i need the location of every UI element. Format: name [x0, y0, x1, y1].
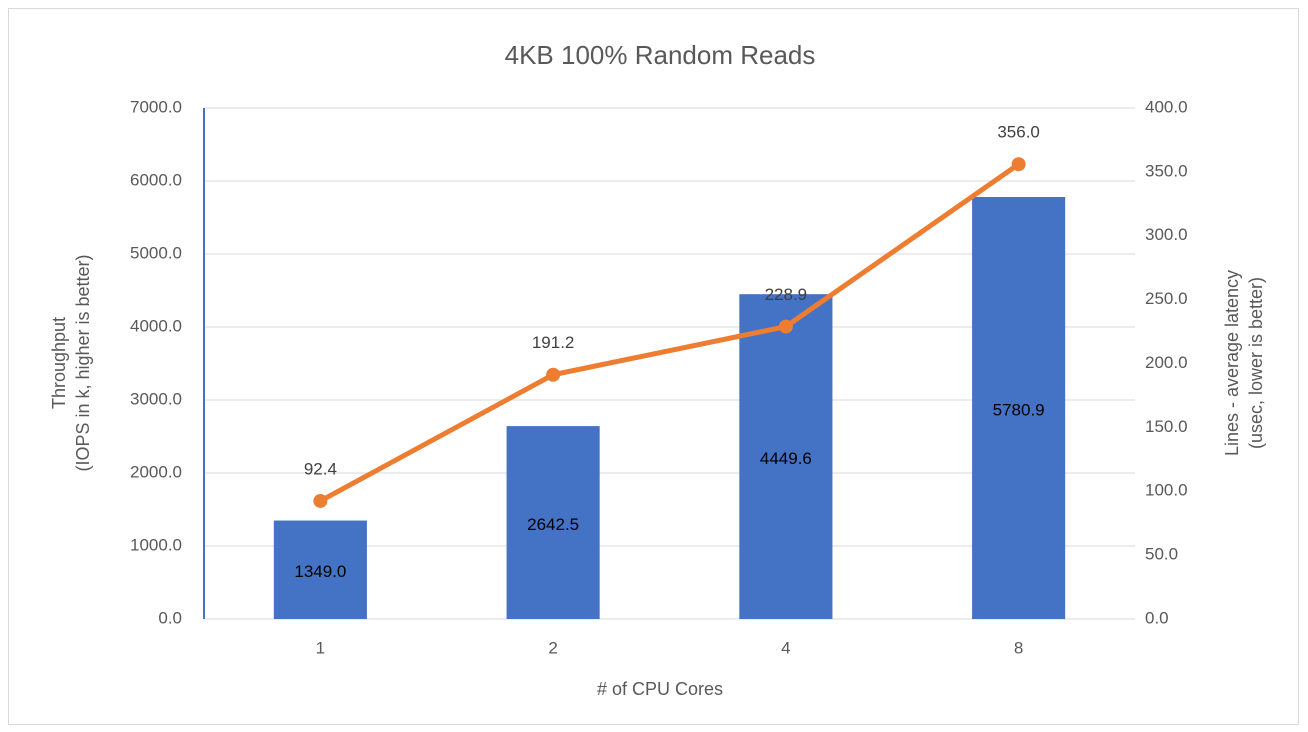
- y-tick-label: 5000.0: [130, 243, 182, 262]
- y-tick-label: 4000.0: [130, 316, 182, 335]
- y-axis-title-line: Throughput: [49, 317, 69, 409]
- y-axis-title-line: (IOPS in k, higher is better): [73, 254, 93, 471]
- y2-tick-label: 350.0: [1145, 161, 1188, 180]
- y2-tick-label: 0.0: [1145, 608, 1169, 627]
- line-point: [1011, 157, 1026, 172]
- bar: [972, 196, 1066, 619]
- chart-title: 4KB 100% Random Reads: [505, 40, 816, 70]
- line-value-label: 356.0: [997, 123, 1040, 142]
- line-point: [778, 319, 793, 334]
- x-tick-label: 1: [316, 638, 325, 657]
- bar: [273, 520, 367, 619]
- y2-tick-label: 300.0: [1145, 225, 1188, 244]
- x-axis-title: # of CPU Cores: [597, 679, 723, 699]
- bar-value-label: 5780.9: [993, 400, 1045, 419]
- y2-tick-label: 100.0: [1145, 481, 1188, 500]
- bar-value-label: 4449.6: [760, 449, 812, 468]
- bar: [506, 426, 600, 619]
- y2-tick-label: 150.0: [1145, 417, 1188, 436]
- y2-tick-label: 250.0: [1145, 289, 1188, 308]
- y2-axis-title: Lines - average latency (usec, lower is …: [1222, 270, 1266, 456]
- bar: [739, 294, 833, 619]
- line-value-label: 191.2: [532, 333, 575, 352]
- bar-value-label: 2642.5: [527, 515, 579, 534]
- x-tick-label: 4: [781, 638, 790, 657]
- y2-tick-label: 50.0: [1145, 545, 1178, 564]
- bar-value-label: 1349.0: [294, 562, 346, 581]
- y-axis-title: Throughput (IOPS in k, higher is better): [49, 254, 93, 471]
- y-tick-label: 3000.0: [130, 389, 182, 408]
- y-tick-label: 1000.0: [130, 535, 182, 554]
- y-tick-label: 7000.0: [130, 97, 182, 116]
- line-value-label: 228.9: [765, 285, 808, 304]
- line-point: [313, 493, 328, 508]
- y2-tick-label: 400.0: [1145, 97, 1188, 116]
- x-tick-label: 2: [548, 638, 557, 657]
- line-value-label: 92.4: [304, 459, 337, 478]
- line-point: [546, 367, 561, 382]
- y-tick-label: 2000.0: [130, 462, 182, 481]
- x-tick-label: 8: [1014, 638, 1023, 657]
- y2-tick-label: 200.0: [1145, 353, 1188, 372]
- y2-axis-title-line: Lines - average latency: [1222, 270, 1242, 456]
- line: [319, 162, 1021, 504]
- y-tick-label: 6000.0: [130, 170, 182, 189]
- y2-axis-title-line: (usec, lower is better): [1246, 277, 1266, 449]
- y-tick-label: 0.0: [158, 608, 182, 627]
- chart-frame: [8, 8, 1299, 725]
